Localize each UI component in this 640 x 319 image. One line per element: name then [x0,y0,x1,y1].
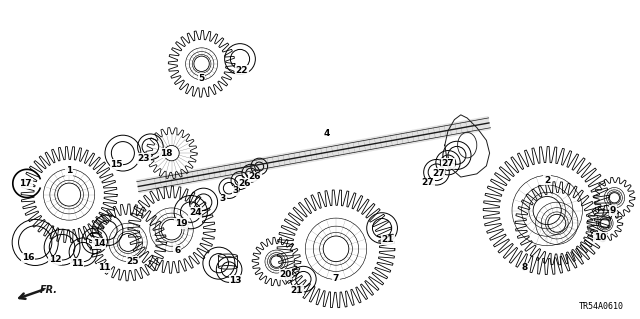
Text: 23: 23 [138,154,150,163]
Text: 3: 3 [220,194,226,203]
Text: 7: 7 [333,274,339,283]
Text: 19: 19 [175,219,188,228]
Text: 13: 13 [229,276,242,285]
Text: 14: 14 [93,239,106,248]
Text: 9: 9 [610,206,616,215]
Text: 8: 8 [522,263,528,272]
Text: 15: 15 [110,160,123,169]
Text: 12: 12 [49,256,61,264]
Text: 22: 22 [236,66,248,75]
Text: 17: 17 [19,179,32,188]
Text: 2: 2 [544,176,550,185]
Text: 21: 21 [291,286,303,295]
Text: 26: 26 [238,179,251,188]
Text: 18: 18 [160,149,173,158]
Text: 27: 27 [421,178,434,187]
Text: 27: 27 [442,159,454,168]
Text: 6: 6 [174,246,180,255]
Text: 20: 20 [279,270,292,279]
Text: 27: 27 [432,169,445,178]
Text: 21: 21 [381,235,394,244]
Text: 4: 4 [323,130,330,138]
Text: 25: 25 [126,257,139,266]
Text: FR.: FR. [40,285,58,295]
Text: 26: 26 [248,172,261,181]
Text: TR54A0610: TR54A0610 [579,302,624,311]
Text: 5: 5 [198,74,205,83]
Text: 1: 1 [66,166,72,175]
Text: 10: 10 [594,233,607,242]
Text: 16: 16 [22,253,35,262]
Text: 11: 11 [98,263,111,272]
Text: 3: 3 [232,186,239,195]
Text: 11: 11 [70,259,83,268]
Text: 24: 24 [189,208,202,217]
